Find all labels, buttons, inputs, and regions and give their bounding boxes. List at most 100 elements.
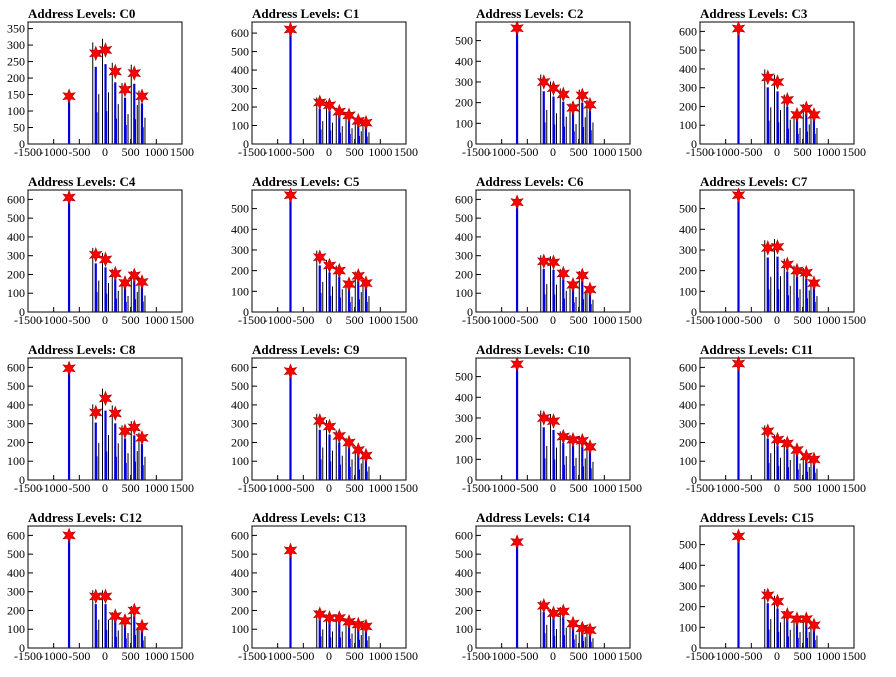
panel-title: Address Levels: C15: [700, 510, 814, 525]
peak-marker: [760, 423, 775, 440]
x-tick-label: 500: [346, 649, 364, 663]
y-tick-label: 400: [231, 222, 249, 236]
x-tick-label: -500: [68, 313, 90, 327]
x-tick-label: -500: [516, 649, 538, 663]
y-tick-label: 400: [679, 558, 697, 572]
x-tick-label: 1000: [592, 649, 616, 663]
y-tick-label: 100: [7, 454, 25, 468]
y-tick-label: 400: [455, 230, 473, 244]
panel-title: Address Levels: C5: [252, 174, 360, 189]
peak-marker: [546, 413, 561, 429]
x-tick-label: -1000: [264, 145, 292, 159]
x-tick-label: 1000: [144, 145, 168, 159]
peak-marker: [510, 194, 524, 211]
y-tick-label: 300: [679, 81, 697, 95]
y-tick-label: 400: [455, 390, 473, 404]
y-tick-label: 500: [7, 211, 25, 225]
y-tick-label: 500: [679, 538, 697, 552]
y-tick-label: 200: [7, 71, 25, 85]
y-tick-label: 0: [243, 305, 249, 319]
x-tick-label: -500: [740, 649, 762, 663]
peak-marker: [88, 246, 103, 263]
x-tick-label: -500: [292, 481, 314, 495]
y-tick-label: 200: [455, 267, 473, 281]
x-tick-label: 0: [326, 649, 332, 663]
peak-marker: [760, 69, 775, 86]
peak-marker: [108, 63, 123, 80]
x-tick-label: -1500: [686, 481, 714, 495]
x-tick-label: -1500: [14, 649, 42, 663]
y-tick-label: 300: [7, 249, 25, 263]
x-tick-label: -1500: [686, 649, 714, 663]
peak-marker: [790, 262, 804, 279]
peak-marker: [780, 435, 795, 452]
y-tick-label: 500: [679, 379, 697, 393]
x-tick-label: -1000: [40, 649, 68, 663]
panel-title: Address Levels: C9: [252, 342, 360, 357]
peak-marker: [770, 593, 785, 610]
peak-marker: [312, 94, 327, 111]
panel-c2: Address Levels: C20100200300400500-1500-…: [455, 6, 642, 159]
y-tick-label: 300: [231, 82, 249, 96]
y-tick-label: 600: [231, 360, 249, 374]
y-tick-label: 500: [231, 379, 249, 393]
x-tick-label: 1000: [816, 145, 840, 159]
x-tick-label: -1500: [462, 145, 490, 159]
x-tick-label: 0: [774, 649, 780, 663]
y-tick-label: 400: [679, 62, 697, 76]
x-tick-label: -500: [68, 649, 90, 663]
y-tick-label: 300: [231, 585, 249, 599]
x-tick-label: 1000: [144, 313, 168, 327]
y-tick-label: 400: [455, 54, 473, 68]
peak-marker: [351, 267, 366, 284]
peak-marker: [807, 275, 821, 291]
peak-marker: [98, 588, 113, 605]
x-tick-label: 0: [326, 145, 332, 159]
x-tick-label: -1500: [462, 313, 490, 327]
peak-marker: [359, 618, 373, 635]
peak-marker: [135, 429, 149, 446]
peak-marker: [731, 355, 746, 372]
y-tick-label: 400: [455, 566, 473, 580]
x-tick-label: 1500: [618, 481, 642, 495]
peak-marker: [510, 356, 524, 373]
peak-marker: [536, 253, 551, 270]
panel-c15: Address Levels: C15 0 100 200 300 400 500 -1500…: [679, 510, 866, 663]
x-tick-label: 0: [774, 313, 780, 327]
x-tick-label: 500: [794, 481, 812, 495]
peak-marker: [575, 432, 590, 449]
y-tick-label: 500: [231, 45, 249, 59]
peak-marker: [351, 442, 366, 458]
y-tick-label: 200: [455, 603, 473, 617]
panel-c12: Address Levels: C12 0 100 200 300 400 500 600 -1…: [7, 510, 194, 663]
y-tick-label: 0: [467, 305, 473, 319]
peak-marker: [807, 107, 821, 123]
peak-marker: [359, 275, 373, 291]
y-tick-label: 600: [679, 24, 697, 38]
x-tick-label: 500: [794, 145, 812, 159]
y-tick-label: 100: [679, 454, 697, 468]
y-tick-label: 300: [679, 243, 697, 257]
panel-c14: Address Levels: C14 0 100 200 300 400 500 600 -1…: [455, 510, 642, 663]
y-tick-label: 100: [679, 620, 697, 634]
y-tick-label: 500: [455, 211, 473, 225]
panel-title: Address Levels: C10: [476, 342, 590, 357]
x-tick-label: -1000: [488, 481, 516, 495]
x-tick-label: 500: [570, 481, 588, 495]
x-tick-label: 500: [570, 145, 588, 159]
x-tick-label: -1000: [712, 145, 740, 159]
peak-marker: [770, 431, 785, 448]
peak-marker: [359, 114, 373, 131]
x-tick-label: -1500: [238, 145, 266, 159]
y-tick-label: 400: [231, 566, 249, 580]
x-tick-label: -500: [292, 649, 314, 663]
y-tick-label: 0: [19, 641, 25, 655]
panel-c4: Address Levels: C4 0 100 200 300 400 500 600 -15…: [7, 174, 194, 327]
y-tick-label: 200: [455, 432, 473, 446]
x-tick-label: -1500: [238, 649, 266, 663]
x-tick-label: -1000: [712, 313, 740, 327]
x-tick-label: -500: [292, 313, 314, 327]
y-tick-label: 600: [231, 528, 249, 542]
y-tick-label: 0: [19, 137, 25, 151]
